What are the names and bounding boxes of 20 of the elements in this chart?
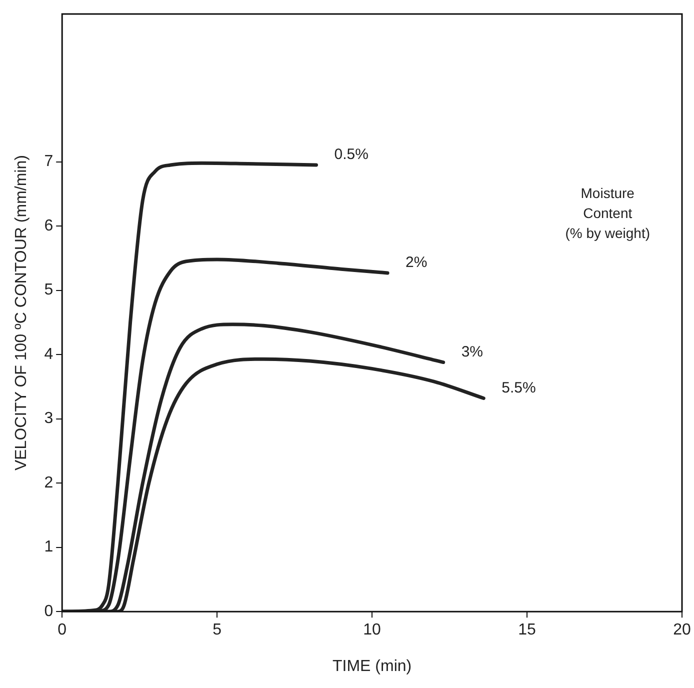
series-label: 5.5% bbox=[502, 379, 536, 396]
y-tick-label: 5 bbox=[44, 282, 54, 299]
y-tick-label: 3 bbox=[44, 410, 54, 428]
x-tick-label: 0 bbox=[58, 622, 67, 639]
legend-title: Moisture Content (% by weight) bbox=[565, 184, 650, 241]
x-tick-label: 20 bbox=[673, 622, 691, 639]
x-tick-label: 10 bbox=[363, 622, 382, 639]
series-label: 3% bbox=[461, 343, 484, 360]
y-tick-label: 0 bbox=[44, 603, 54, 620]
x-tick-label: 5 bbox=[212, 622, 222, 639]
y-axis-title: VELOCITY OF 100 ºC CONTOUR (mm/min) bbox=[13, 155, 30, 471]
series-label: 2% bbox=[406, 254, 428, 272]
x-tick-label: 15 bbox=[518, 622, 536, 639]
x-axis-title: TIME (min) bbox=[332, 658, 412, 675]
y-tick-label: 6 bbox=[44, 217, 54, 234]
y-tick-label: 7 bbox=[44, 153, 54, 170]
y-tick-label: 2 bbox=[44, 474, 54, 492]
series-label: 0.5% bbox=[334, 146, 368, 164]
y-tick-label: 4 bbox=[44, 346, 54, 363]
y-tick-label: 1 bbox=[44, 538, 54, 556]
